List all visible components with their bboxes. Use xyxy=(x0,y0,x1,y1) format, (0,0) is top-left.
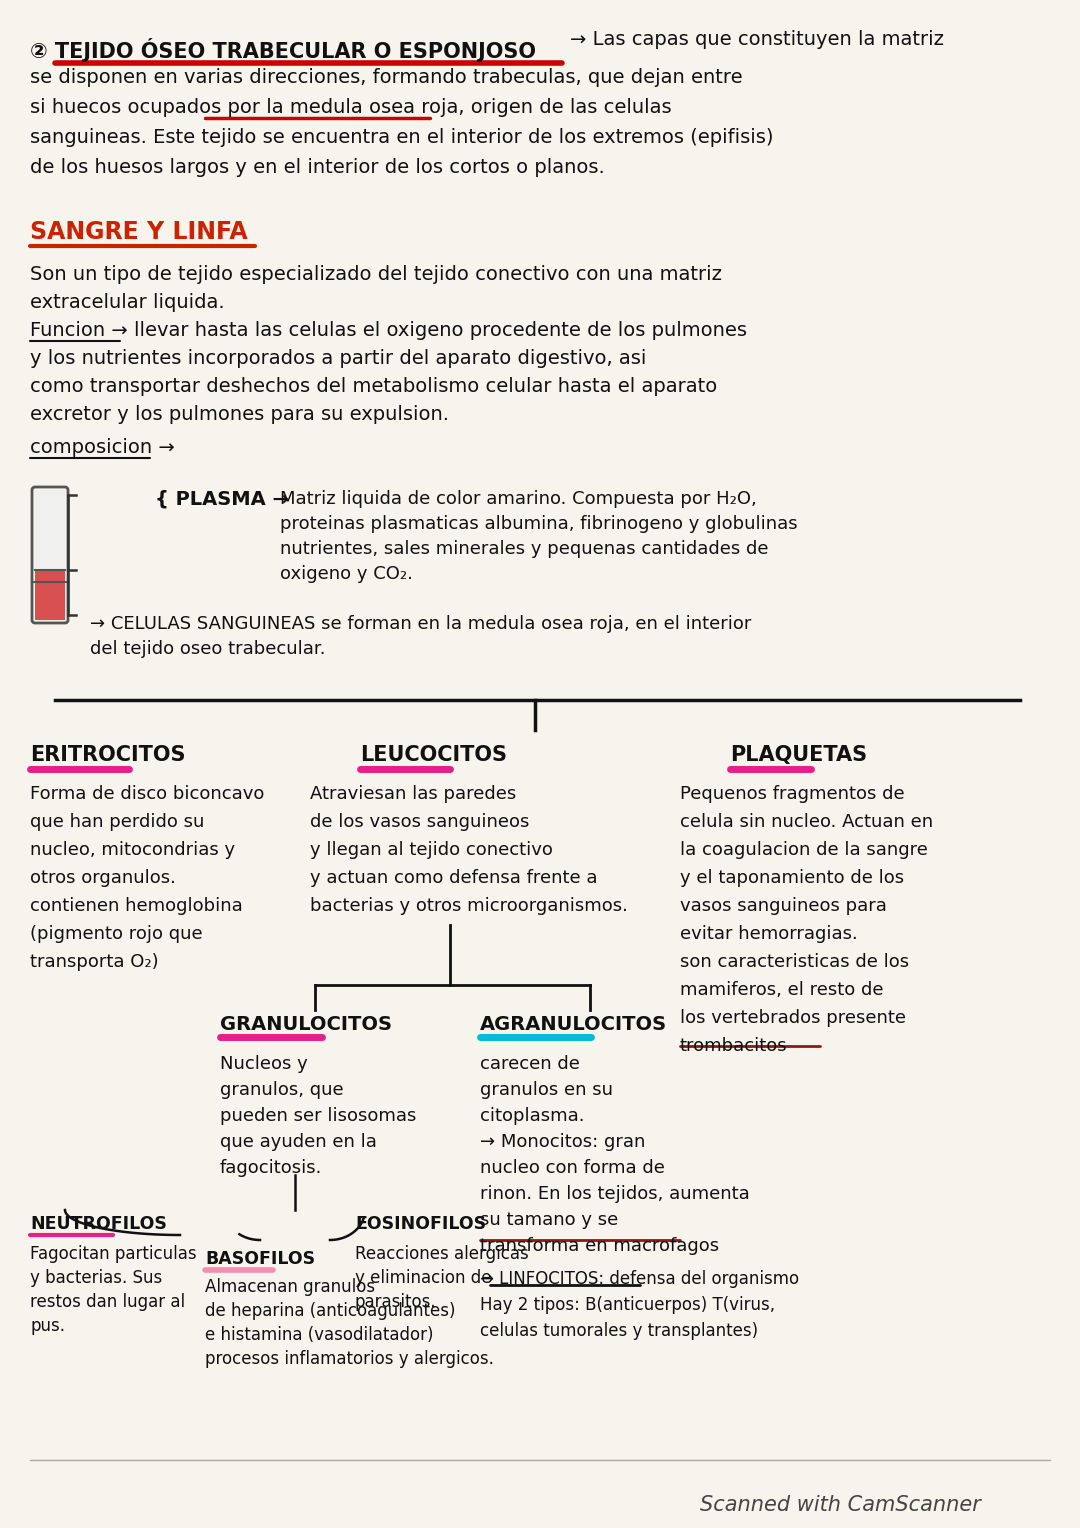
Text: que han perdido su: que han perdido su xyxy=(30,813,204,831)
Text: sanguineas. Este tejido se encuentra en el interior de los extremos (epifisis): sanguineas. Este tejido se encuentra en … xyxy=(30,128,773,147)
Text: { PLASMA →: { PLASMA → xyxy=(156,490,288,509)
Text: como transportar deshechos del metabolismo celular hasta el aparato: como transportar deshechos del metabolis… xyxy=(30,377,717,396)
Text: GRANULOCITOS: GRANULOCITOS xyxy=(220,1015,392,1034)
Text: que ayuden en la: que ayuden en la xyxy=(220,1132,377,1151)
Text: → CELULAS SANGUINEAS se forman en la medula osea roja, en el interior: → CELULAS SANGUINEAS se forman en la med… xyxy=(90,614,752,633)
Text: Forma de disco biconcavo: Forma de disco biconcavo xyxy=(30,785,265,804)
Text: restos dan lugar al: restos dan lugar al xyxy=(30,1293,185,1311)
Text: de los vasos sanguineos: de los vasos sanguineos xyxy=(310,813,529,831)
Text: bacterias y otros microorganismos.: bacterias y otros microorganismos. xyxy=(310,897,627,915)
Text: AGRANULOCITOS: AGRANULOCITOS xyxy=(480,1015,667,1034)
Text: otros organulos.: otros organulos. xyxy=(30,869,176,886)
Text: Hay 2 tipos: B(anticuerpos) T(virus,: Hay 2 tipos: B(anticuerpos) T(virus, xyxy=(480,1296,775,1314)
Text: Nucleos y: Nucleos y xyxy=(220,1054,308,1073)
Text: rinon. En los tejidos, aumenta: rinon. En los tejidos, aumenta xyxy=(480,1186,750,1203)
Text: ERITROCITOS: ERITROCITOS xyxy=(30,746,186,766)
Text: transporta O₂): transporta O₂) xyxy=(30,953,159,970)
Text: procesos inflamatorios y alergicos.: procesos inflamatorios y alergicos. xyxy=(205,1351,494,1368)
Text: Almacenan granulos: Almacenan granulos xyxy=(205,1277,375,1296)
Text: y el taponamiento de los: y el taponamiento de los xyxy=(680,869,904,886)
Text: y eliminacion de: y eliminacion de xyxy=(355,1268,491,1287)
Text: oxigeno y CO₂.: oxigeno y CO₂. xyxy=(280,565,413,584)
Text: Reacciones alergicas: Reacciones alergicas xyxy=(355,1245,529,1264)
Text: carecen de: carecen de xyxy=(480,1054,580,1073)
Text: extracelular liquida.: extracelular liquida. xyxy=(30,293,225,312)
Text: Son un tipo de tejido especializado del tejido conectivo con una matriz: Son un tipo de tejido especializado del … xyxy=(30,264,723,284)
Text: excretor y los pulmones para su expulsion.: excretor y los pulmones para su expulsio… xyxy=(30,405,449,423)
Text: trombacitos: trombacitos xyxy=(680,1038,787,1054)
Text: Atraviesan las paredes: Atraviesan las paredes xyxy=(310,785,516,804)
Text: contienen hemoglobina: contienen hemoglobina xyxy=(30,897,243,915)
Text: composicion →: composicion → xyxy=(30,439,175,457)
Text: LEUCOCITOS: LEUCOCITOS xyxy=(360,746,507,766)
Text: nutrientes, sales minerales y pequenas cantidades de: nutrientes, sales minerales y pequenas c… xyxy=(280,539,769,558)
FancyBboxPatch shape xyxy=(35,570,65,620)
Text: y actuan como defensa frente a: y actuan como defensa frente a xyxy=(310,869,597,886)
Text: e histamina (vasodilatador): e histamina (vasodilatador) xyxy=(205,1326,433,1345)
Text: NEUTROFILOS: NEUTROFILOS xyxy=(30,1215,167,1233)
Text: Matriz liquida de color amarino. Compuesta por H₂O,: Matriz liquida de color amarino. Compues… xyxy=(280,490,757,507)
Text: (pigmento rojo que: (pigmento rojo que xyxy=(30,924,203,943)
Text: citoplasma.: citoplasma. xyxy=(480,1106,584,1125)
Text: celula sin nucleo. Actuan en: celula sin nucleo. Actuan en xyxy=(680,813,933,831)
Text: granulos en su: granulos en su xyxy=(480,1080,613,1099)
Text: EOSINOFILOS: EOSINOFILOS xyxy=(355,1215,486,1233)
Text: pueden ser lisosomas: pueden ser lisosomas xyxy=(220,1106,417,1125)
Text: → Las capas que constituyen la matriz: → Las capas que constituyen la matriz xyxy=(570,31,944,49)
Text: evitar hemorragias.: evitar hemorragias. xyxy=(680,924,858,943)
Text: vasos sanguineos para: vasos sanguineos para xyxy=(680,897,887,915)
Text: de los huesos largos y en el interior de los cortos o planos.: de los huesos largos y en el interior de… xyxy=(30,157,605,177)
Text: granulos, que: granulos, que xyxy=(220,1080,343,1099)
Text: se disponen en varias direcciones, formando trabeculas, que dejan entre: se disponen en varias direcciones, forma… xyxy=(30,69,743,87)
Text: Scanned with CamScanner: Scanned with CamScanner xyxy=(700,1494,981,1514)
Text: nucleo, mitocondrias y: nucleo, mitocondrias y xyxy=(30,840,235,859)
Text: BASOFILOS: BASOFILOS xyxy=(205,1250,315,1268)
Text: Funcion → llevar hasta las celulas el oxigeno procedente de los pulmones: Funcion → llevar hasta las celulas el ox… xyxy=(30,321,747,341)
Text: son caracteristicas de los: son caracteristicas de los xyxy=(680,953,909,970)
Text: transforma en macrofagos: transforma en macrofagos xyxy=(480,1238,719,1254)
Text: pus.: pus. xyxy=(30,1317,65,1335)
Text: su tamano y se: su tamano y se xyxy=(480,1212,618,1229)
Text: si huecos ocupados por la medula osea roja, origen de las celulas: si huecos ocupados por la medula osea ro… xyxy=(30,98,672,118)
Text: Fagocitan particulas: Fagocitan particulas xyxy=(30,1245,197,1264)
Text: celulas tumorales y transplantes): celulas tumorales y transplantes) xyxy=(480,1322,758,1340)
Text: ② TEJIDO ÓSEO TRABECULAR O ESPONJOSO: ② TEJIDO ÓSEO TRABECULAR O ESPONJOSO xyxy=(30,38,536,63)
Text: y llegan al tejido conectivo: y llegan al tejido conectivo xyxy=(310,840,553,859)
Text: la coagulacion de la sangre: la coagulacion de la sangre xyxy=(680,840,928,859)
Text: → Monocitos: gran: → Monocitos: gran xyxy=(480,1132,646,1151)
FancyBboxPatch shape xyxy=(35,490,65,570)
Text: fagocitosis.: fagocitosis. xyxy=(220,1160,322,1177)
Text: y los nutrientes incorporados a partir del aparato digestivo, asi: y los nutrientes incorporados a partir d… xyxy=(30,348,646,368)
Text: proteinas plasmaticas albumina, fibrinogeno y globulinas: proteinas plasmaticas albumina, fibrinog… xyxy=(280,515,798,533)
Text: de heparina (anticoagulantes): de heparina (anticoagulantes) xyxy=(205,1302,456,1320)
Text: mamiferos, el resto de: mamiferos, el resto de xyxy=(680,981,883,999)
Text: Pequenos fragmentos de: Pequenos fragmentos de xyxy=(680,785,905,804)
Text: → LINFOCITOS: defensa del organismo: → LINFOCITOS: defensa del organismo xyxy=(480,1270,799,1288)
Text: los vertebrados presente: los vertebrados presente xyxy=(680,1008,906,1027)
Text: SANGRE Y LINFA: SANGRE Y LINFA xyxy=(30,220,247,244)
Text: del tejido oseo trabecular.: del tejido oseo trabecular. xyxy=(90,640,325,659)
Text: parasitos.: parasitos. xyxy=(355,1293,436,1311)
Text: y bacterias. Sus: y bacterias. Sus xyxy=(30,1268,162,1287)
Text: PLAQUETAS: PLAQUETAS xyxy=(730,746,867,766)
Text: nucleo con forma de: nucleo con forma de xyxy=(480,1160,665,1177)
